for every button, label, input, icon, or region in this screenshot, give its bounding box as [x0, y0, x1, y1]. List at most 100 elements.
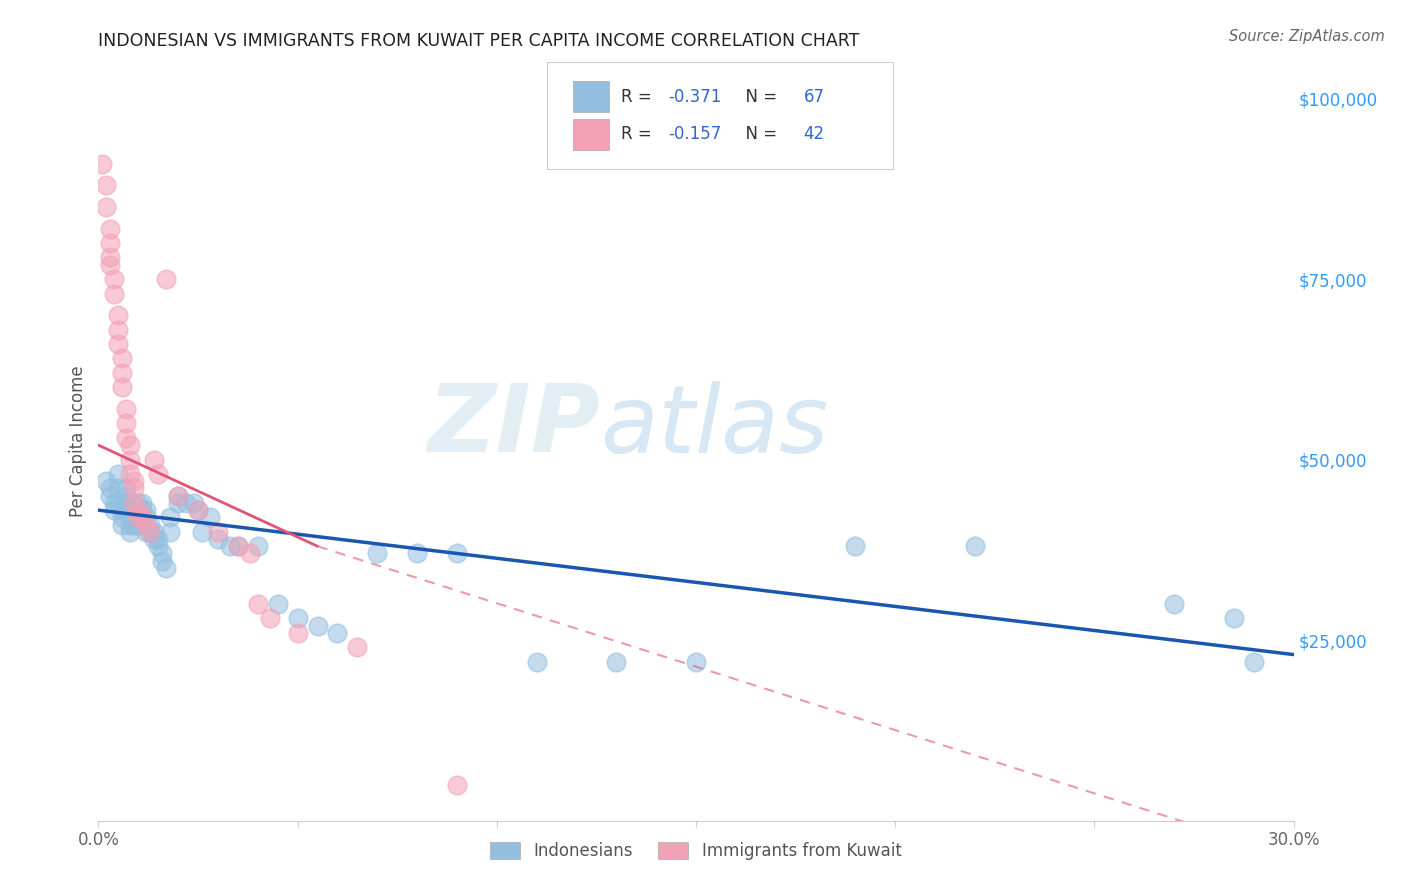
Point [127, 503, 149, 517]
Text: -0.157: -0.157 [668, 126, 721, 144]
Point [124, 503, 146, 517]
Point [143, 532, 166, 546]
Point [124, 496, 146, 510]
Point [207, 524, 229, 539]
Point [115, 417, 138, 431]
Point [111, 380, 134, 394]
Point [259, 611, 281, 625]
Text: ZIP: ZIP [427, 380, 600, 473]
Point [107, 337, 129, 351]
Point [98, 221, 122, 235]
Point [103, 503, 125, 517]
Point [143, 452, 166, 467]
Point [107, 308, 129, 322]
Point [207, 532, 229, 546]
Point [159, 524, 181, 539]
Point [307, 618, 329, 632]
Point [167, 496, 190, 510]
Text: -0.371: -0.371 [668, 87, 721, 105]
Point [127, 517, 149, 532]
FancyBboxPatch shape [572, 120, 609, 150]
Point [963, 539, 986, 553]
Point [155, 272, 177, 286]
Point [287, 611, 309, 625]
Point [406, 546, 429, 560]
Point [135, 517, 157, 532]
Y-axis label: Per Capita Income: Per Capita Income [69, 366, 87, 517]
Point [115, 431, 138, 445]
Point [139, 517, 162, 532]
Point [127, 510, 149, 524]
Point [143, 524, 166, 539]
Point [267, 597, 290, 611]
Point [98, 489, 122, 503]
Point [131, 503, 153, 517]
Point [167, 489, 190, 503]
Point [115, 489, 138, 503]
Point [120, 438, 142, 452]
Point [219, 539, 242, 553]
Text: atlas: atlas [600, 381, 828, 472]
Point [198, 510, 221, 524]
Point [605, 655, 627, 669]
Point [96, 178, 118, 193]
FancyBboxPatch shape [572, 81, 609, 112]
Text: N =: N = [735, 87, 783, 105]
Point [287, 626, 309, 640]
Point [148, 539, 170, 553]
Point [107, 496, 129, 510]
Point [150, 546, 173, 560]
Point [107, 482, 129, 496]
Point [111, 503, 134, 517]
Point [167, 489, 190, 503]
Point [111, 517, 134, 532]
Point [135, 503, 157, 517]
Point [685, 655, 707, 669]
Point [1223, 611, 1246, 625]
FancyBboxPatch shape [547, 62, 893, 169]
Point [127, 510, 149, 524]
Point [120, 452, 142, 467]
Point [111, 351, 134, 366]
Point [91, 156, 114, 170]
Point [526, 655, 548, 669]
Point [239, 546, 262, 560]
Text: R =: R = [620, 87, 657, 105]
Point [346, 640, 368, 655]
Point [174, 496, 197, 510]
Point [187, 503, 209, 517]
Point [98, 482, 122, 496]
Point [131, 496, 153, 510]
Point [446, 546, 468, 560]
Point [120, 517, 142, 532]
Point [148, 532, 170, 546]
Point [98, 235, 122, 250]
Point [1243, 655, 1265, 669]
Point [124, 517, 146, 532]
Point [246, 597, 269, 611]
Point [107, 323, 129, 337]
Point [246, 539, 269, 553]
Point [844, 539, 866, 553]
Point [98, 258, 122, 272]
Point [120, 510, 142, 524]
Point [115, 503, 138, 517]
Point [135, 510, 157, 524]
Legend: Indonesians, Immigrants from Kuwait: Indonesians, Immigrants from Kuwait [484, 836, 908, 867]
Point [124, 510, 146, 524]
Point [127, 503, 149, 517]
Point [127, 496, 149, 510]
Point [103, 272, 125, 286]
Text: 42: 42 [804, 126, 825, 144]
Point [131, 510, 153, 524]
Point [366, 546, 388, 560]
Point [155, 561, 177, 575]
Point [115, 402, 138, 417]
Point [111, 366, 134, 380]
Point [187, 503, 209, 517]
Point [1163, 597, 1185, 611]
Point [326, 626, 349, 640]
Point [159, 510, 181, 524]
Point [135, 524, 157, 539]
Point [103, 286, 125, 301]
